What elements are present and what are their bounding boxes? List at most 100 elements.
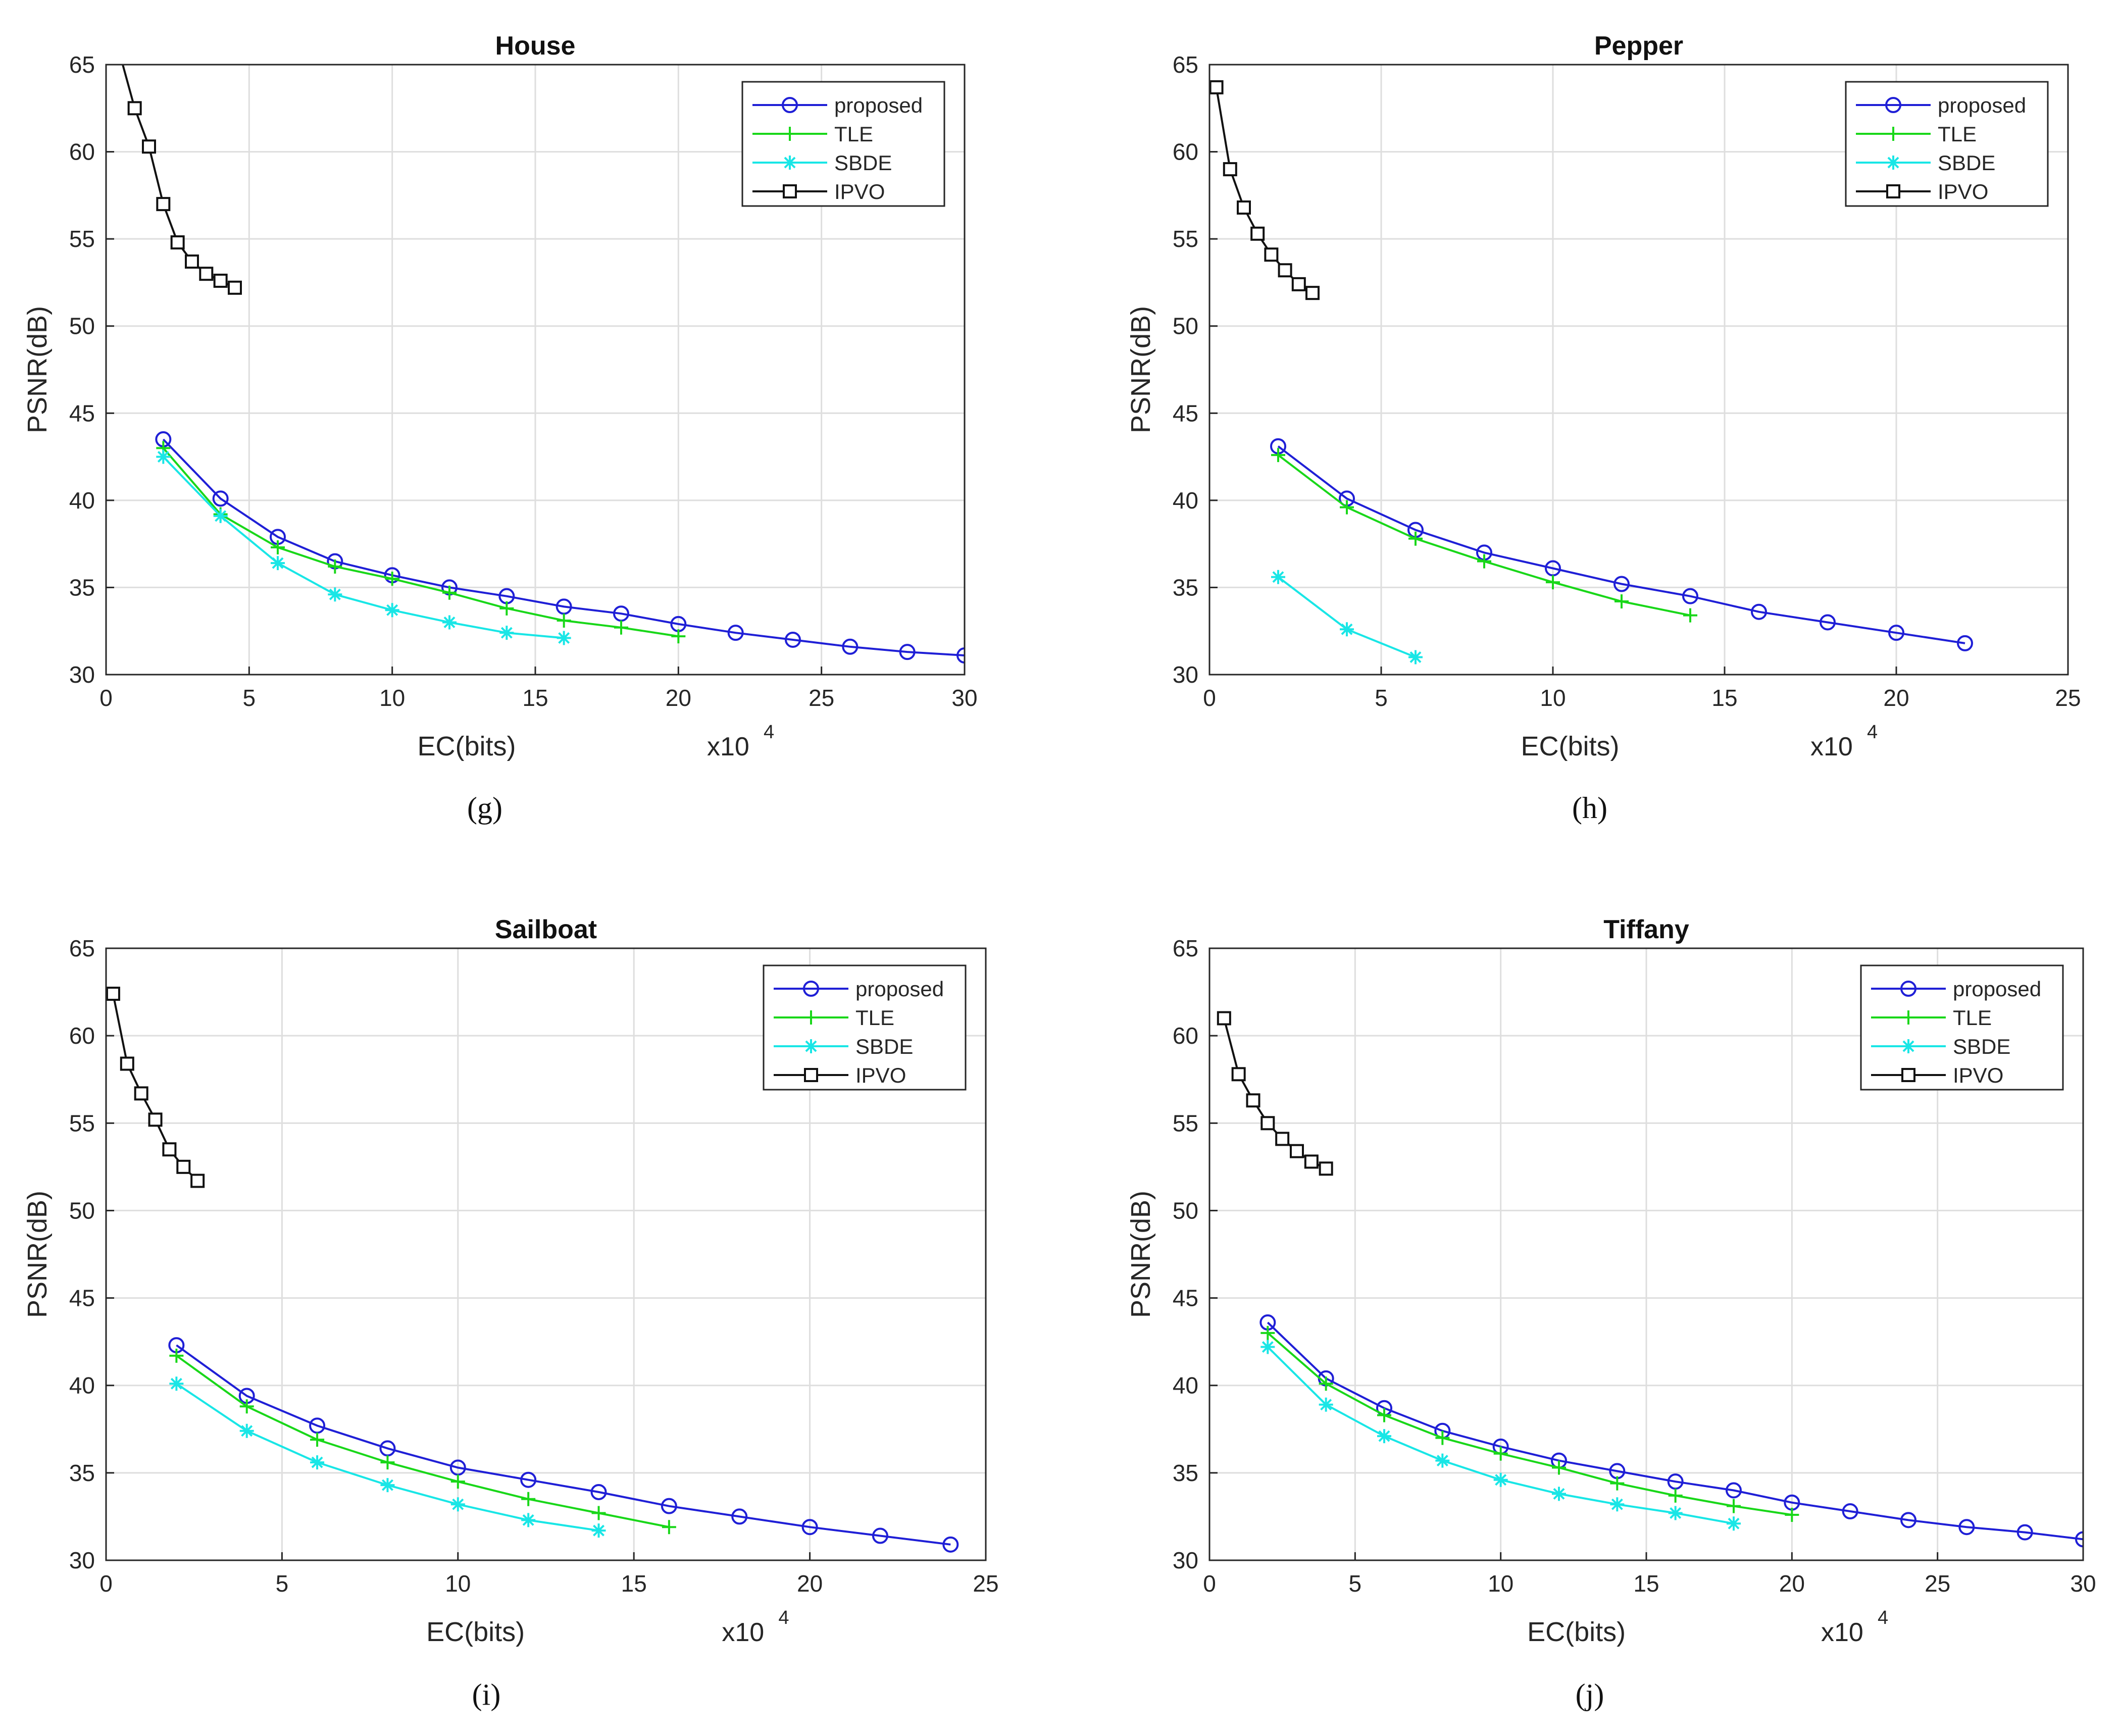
y-tick-label: 40: [69, 1372, 95, 1399]
series-line-proposed: [1267, 1321, 2083, 1541]
legend-label-proposed: proposed: [1938, 93, 2026, 117]
legend-label-ipvo: IPVO: [1938, 180, 1988, 203]
x-axis-label: EC(bits): [417, 731, 516, 761]
data-point-proposed: [1682, 588, 1698, 604]
legend-label-sbde: SBDE: [834, 151, 892, 175]
legend: proposed TLE SBDE IPVO: [763, 964, 967, 1091]
data-point-ipvo: [170, 235, 185, 250]
data-point-tle: [671, 629, 686, 644]
data-point-sbde: [499, 626, 514, 640]
x-tick-label: 10: [1488, 1570, 1513, 1597]
x-tick-label: 10: [379, 685, 405, 711]
data-point-ipvo: [1250, 226, 1265, 241]
y-tick-label: 55: [69, 1110, 95, 1136]
x-tick-label: 15: [1633, 1570, 1659, 1597]
x-tick-label: 0: [1203, 1570, 1216, 1597]
y-axis-label: PSNR(dB): [22, 1191, 53, 1318]
y-tick-label: 65: [1173, 52, 1198, 78]
legend-marker-ipvo: [804, 1068, 818, 1082]
chart-panel-house: 0 5 10 15 20 25 30 30 35 40 45 50 55 60 65 House EC(bits…: [22, 31, 978, 825]
y-tick-label: 50: [69, 1197, 95, 1223]
legend: proposed TLE SBDE IPVO: [1845, 81, 2049, 207]
legend-label-ipvo: IPVO: [834, 180, 885, 203]
y-tick-label: 45: [69, 1285, 95, 1311]
data-point-tle: [1727, 1499, 1741, 1513]
x-tick-label: 5: [276, 1570, 289, 1597]
data-point-ipvo: [1278, 263, 1292, 278]
data-point-ipvo: [1223, 162, 1237, 177]
data-point-tle: [328, 559, 342, 574]
y-tick-label: 55: [1173, 1110, 1198, 1136]
data-point-sbde: [1435, 1453, 1450, 1468]
data-point-ipvo: [1209, 80, 1224, 94]
x-tick-label: 30: [2070, 1570, 2096, 1597]
data-point-ipvo: [190, 1173, 205, 1188]
y-tick-label: 35: [69, 574, 95, 600]
legend-box: [1860, 964, 2064, 1091]
legend-marker-proposed: [1885, 97, 1901, 113]
legend-label-ipvo: IPVO: [1953, 1063, 2003, 1087]
data-point-sbde: [442, 615, 457, 630]
legend-label-ipvo: IPVO: [855, 1063, 906, 1087]
legend-marker-tle: [1901, 1010, 1915, 1025]
x-tick-label: 5: [1349, 1570, 1362, 1597]
data-point-sbde: [1319, 1397, 1333, 1412]
data-point-sbde: [385, 603, 399, 618]
data-point-sbde: [1668, 1506, 1683, 1520]
x-tick-label: 10: [445, 1570, 471, 1597]
data-point-sbde: [156, 449, 171, 464]
data-point-tle: [1493, 1446, 1508, 1461]
series-group: [1209, 80, 1973, 665]
data-point-proposed: [1751, 603, 1767, 620]
y-tick-label: 45: [69, 400, 95, 426]
legend-marker-sbde: [1886, 156, 1900, 170]
data-point-ipvo: [106, 987, 120, 1001]
data-point-proposed: [1958, 1519, 1975, 1536]
y-tick-label: 60: [69, 139, 95, 165]
x-axis-multiplier-exponent: 4: [778, 1607, 789, 1628]
data-point-ipvo: [213, 273, 228, 288]
data-point-sbde: [521, 1513, 536, 1527]
chart-title: Tiffany: [1603, 915, 1689, 944]
data-point-proposed: [942, 1536, 959, 1553]
data-point-sbde: [1727, 1516, 1741, 1531]
legend-box: [763, 964, 967, 1091]
x-axis-multiplier-exponent: 4: [1878, 1607, 1888, 1628]
y-tick-label: 65: [1173, 935, 1198, 961]
y-tick-label: 30: [1173, 1547, 1198, 1573]
data-point-sbde: [1260, 1340, 1275, 1354]
x-tick-label: 15: [522, 685, 548, 711]
data-point-ipvo: [127, 101, 142, 116]
data-point-proposed: [842, 638, 859, 655]
data-point-ipvo: [1260, 1116, 1275, 1131]
series-line-tle: [176, 1355, 670, 1528]
data-point-sbde: [380, 1478, 395, 1493]
data-point-proposed: [212, 490, 229, 507]
legend-label-proposed: proposed: [834, 93, 923, 117]
data-point-tle: [380, 1455, 395, 1470]
data-point-ipvo: [142, 139, 156, 154]
data-point-tle: [1477, 554, 1491, 569]
legend-marker-tle: [804, 1010, 818, 1025]
y-tick-label: 35: [1173, 1460, 1198, 1486]
data-point-ipvo: [1290, 1144, 1304, 1158]
chart-title: House: [495, 31, 576, 61]
y-axis-label: PSNR(dB): [22, 306, 53, 433]
x-tick-label: 5: [1375, 685, 1388, 711]
data-point-sbde: [1610, 1497, 1625, 1512]
data-point-sbde: [1493, 1472, 1508, 1487]
legend-label-proposed: proposed: [1953, 977, 2041, 1001]
legend-marker-ipvo: [783, 184, 797, 198]
series-line-proposed: [176, 1344, 951, 1546]
x-tick-label: 5: [243, 685, 256, 711]
y-tick-label: 60: [1173, 139, 1198, 165]
data-point-ipvo: [1237, 200, 1251, 215]
x-axis-label: EC(bits): [1527, 1617, 1626, 1647]
data-point-tle: [1377, 1408, 1391, 1422]
data-point-ipvo: [162, 1142, 177, 1157]
data-point-ipvo: [1231, 1067, 1246, 1082]
x-axis-label: EC(bits): [1521, 731, 1619, 761]
x-tick-label: 15: [1711, 685, 1737, 711]
data-point-sbde: [1552, 1487, 1566, 1501]
